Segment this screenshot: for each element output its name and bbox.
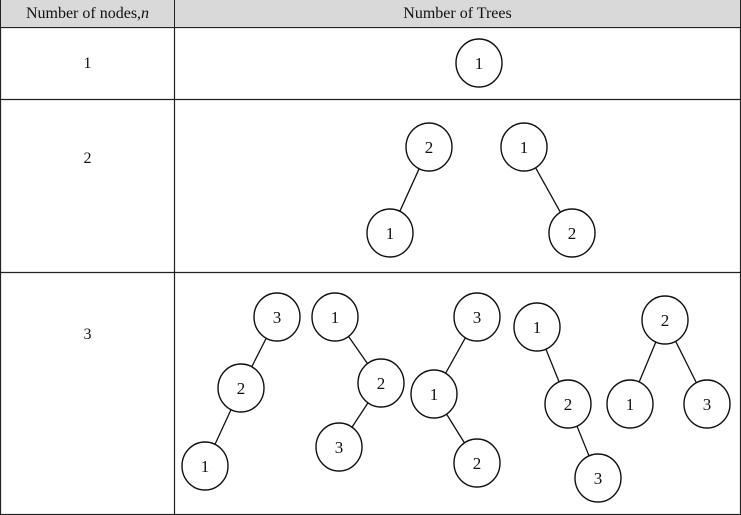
tree-edge <box>351 401 369 429</box>
tree-edge <box>544 348 561 383</box>
node-circle <box>641 295 689 345</box>
node-circle <box>500 122 548 172</box>
node-label: 1 <box>430 385 439 404</box>
node-circle <box>574 453 622 503</box>
tree-node: 3 <box>253 292 301 342</box>
tree-n1-1: 1 <box>455 38 503 88</box>
tree-node: 1 <box>181 441 229 491</box>
node-circle <box>606 379 654 429</box>
node-label: 1 <box>626 395 635 414</box>
node-circle <box>366 208 414 258</box>
tree-edge <box>445 413 466 444</box>
tree-edge <box>638 340 657 384</box>
node-circle <box>513 302 561 352</box>
node-circle <box>544 379 592 429</box>
node-label: 2 <box>661 311 670 330</box>
header-trees-label: Number of Trees <box>403 4 512 22</box>
tree-edge <box>250 337 268 368</box>
tree-node: 2 <box>548 208 596 258</box>
row-n-value: 3 <box>83 326 92 343</box>
tree-edge <box>214 408 232 446</box>
tree-edge <box>444 336 467 375</box>
node-label: 2 <box>473 454 482 473</box>
tree-node: 2 <box>217 363 265 413</box>
tree-node: 1 <box>513 302 561 352</box>
node-circle <box>453 438 501 488</box>
tree-node: 2 <box>544 379 592 429</box>
tree-node: 1 <box>366 208 414 258</box>
tree-n3-5: 2 1 3 <box>606 295 731 429</box>
node-label: 1 <box>331 308 340 327</box>
node-label: 2 <box>568 224 577 243</box>
node-circle <box>311 292 359 342</box>
node-label: 1 <box>475 54 484 73</box>
tree-node: 1 <box>410 369 458 419</box>
tree-node: 1 <box>455 38 503 88</box>
node-circle <box>181 441 229 491</box>
row-n-2: 2 <box>1 100 174 218</box>
tree-edge <box>674 340 698 384</box>
tree-n3-2: 1 2 3 <box>311 292 405 472</box>
header-nodes-variable: n <box>141 4 150 22</box>
tree-node: 3 <box>315 422 363 472</box>
node-label: 1 <box>533 318 542 337</box>
tree-edge <box>347 335 369 365</box>
tree-n3-4: 1 2 3 <box>513 302 622 503</box>
tree-node: 3 <box>683 379 731 429</box>
row-n-value: 2 <box>83 150 92 167</box>
node-label: 1 <box>520 138 529 157</box>
node-circle <box>453 292 501 342</box>
node-label: 3 <box>273 308 282 327</box>
node-circle <box>548 208 596 258</box>
node-label: 2 <box>425 138 434 157</box>
node-label: 2 <box>564 395 573 414</box>
node-label: 3 <box>335 438 344 457</box>
node-label: 2 <box>377 374 386 393</box>
node-circle <box>217 363 265 413</box>
tree-node: 1 <box>500 122 548 172</box>
node-label: 1 <box>386 224 395 243</box>
node-label: 3 <box>473 308 482 327</box>
tree-n2-1: 21 <box>366 122 453 258</box>
node-circle <box>315 422 363 472</box>
node-label: 1 <box>201 457 210 476</box>
node-label: 3 <box>703 395 712 414</box>
node-label: 2 <box>237 379 246 398</box>
row-n-3: 3 <box>1 273 174 397</box>
tree-node: 3 <box>574 453 622 503</box>
tree-node: 3 <box>453 292 501 342</box>
tree-n2-2: 12 <box>500 122 596 258</box>
row-n-1: 1 <box>1 28 174 99</box>
tree-node: 2 <box>357 358 405 408</box>
tree-n3-1: 3 2 1 <box>181 292 301 491</box>
tree-node: 2 <box>453 438 501 488</box>
node-circle <box>410 369 458 419</box>
header-nodes-label: Number of nodes, <box>25 4 142 22</box>
tree-node: 1 <box>311 292 359 342</box>
tree-edge <box>534 166 562 214</box>
node-circle <box>405 122 453 172</box>
tree-edge <box>576 425 590 457</box>
node-label: 3 <box>594 469 603 488</box>
tree-edge <box>398 167 421 213</box>
tree-node: 2 <box>641 295 689 345</box>
header-nodes: Number of nodes, n <box>1 0 174 27</box>
tree-node: 2 <box>405 122 453 172</box>
tree-n3-3: 3 1 2 <box>410 292 501 488</box>
node-circle <box>455 38 503 88</box>
tree-node: 1 <box>606 379 654 429</box>
node-circle <box>683 379 731 429</box>
node-circle <box>357 358 405 408</box>
node-circle <box>253 292 301 342</box>
header-trees: Number of Trees <box>175 0 740 27</box>
row-n-value: 1 <box>83 54 92 72</box>
